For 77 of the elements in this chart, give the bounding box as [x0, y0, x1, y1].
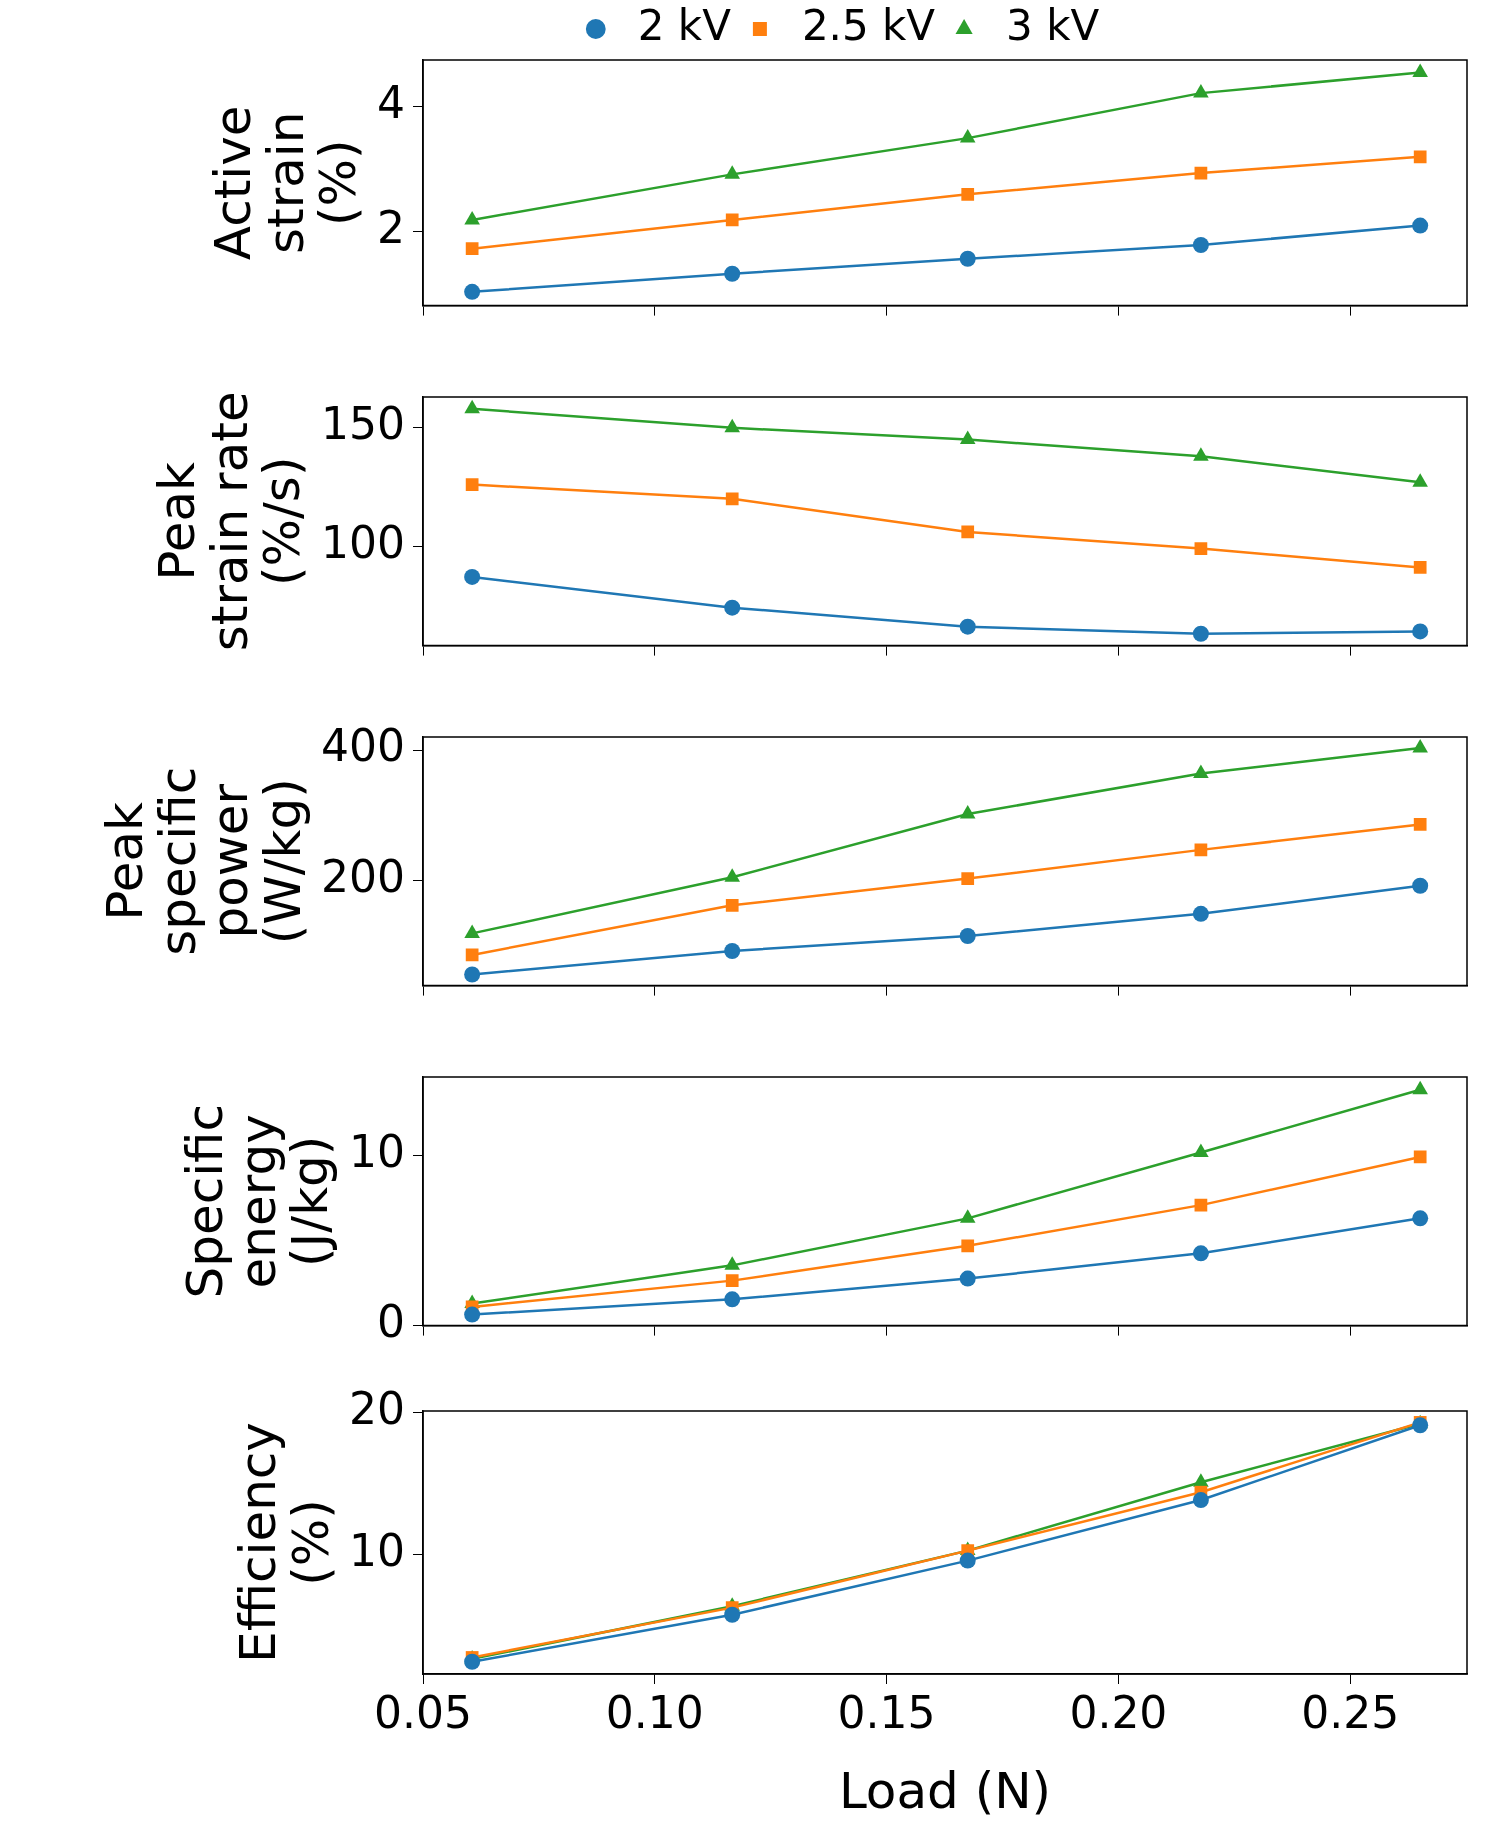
legend-label: 2 kV: [637, 0, 732, 50]
point: [959, 1270, 976, 1287]
point: [724, 418, 741, 433]
point: [465, 478, 479, 491]
point: [1412, 63, 1428, 77]
point: [725, 898, 739, 912]
point: [961, 872, 975, 885]
point: [961, 1239, 975, 1253]
point: [1193, 84, 1209, 98]
point: [1412, 1210, 1429, 1227]
point: [465, 242, 479, 256]
point: [725, 492, 739, 506]
y-axis-title: Peak specific power (W/kg): [96, 766, 312, 956]
x-tick-label: 0.25: [1301, 1686, 1400, 1738]
x-axis-title: Load (N): [838, 1761, 1052, 1820]
point: [1412, 1080, 1428, 1095]
point: [464, 283, 481, 300]
point: [1412, 623, 1429, 640]
point: [961, 525, 975, 539]
point: [464, 568, 481, 585]
point: [1193, 764, 1209, 779]
point: [464, 399, 480, 414]
point: [1413, 818, 1427, 831]
point: [724, 599, 741, 616]
point: [724, 265, 741, 282]
x-tick-label: 0.05: [374, 1686, 472, 1738]
point: [1193, 447, 1209, 461]
y-tick-label: 2: [377, 202, 405, 254]
point: [465, 948, 479, 962]
point: [464, 1306, 481, 1323]
y-axis-title: Specific energy (J/kg): [176, 1104, 340, 1299]
point: [959, 129, 976, 143]
y-tick-label: 100: [321, 516, 405, 568]
y-tick-label: 10: [349, 1525, 405, 1577]
y-tick-label: 0: [377, 1296, 405, 1348]
y-axis-title: Active strain (%): [204, 105, 368, 261]
point: [724, 165, 741, 179]
point: [725, 213, 739, 227]
point: [724, 943, 741, 960]
legend-label: 3 kV: [1006, 0, 1100, 50]
point: [959, 250, 976, 267]
point: [1413, 150, 1427, 164]
point: [1192, 1245, 1209, 1262]
point: [961, 188, 975, 201]
point: [959, 1209, 976, 1223]
point: [959, 928, 976, 945]
point: [1192, 905, 1209, 922]
point: [1412, 739, 1428, 753]
y-axis-title: Peak strain rate (%/s): [148, 391, 312, 652]
point: [464, 210, 480, 225]
point: [725, 1274, 739, 1287]
point: [959, 618, 976, 635]
point: [959, 804, 976, 819]
point: [1194, 542, 1208, 555]
legend-label: 2.5 kV: [801, 0, 936, 50]
point: [1193, 1143, 1209, 1158]
point: [1412, 473, 1428, 487]
x-tick-label: 0.10: [605, 1686, 704, 1738]
point: [1192, 625, 1209, 642]
x-tick-label: 0.15: [837, 1686, 936, 1738]
x-tick-label: 0.20: [1069, 1686, 1168, 1738]
point: [724, 1291, 741, 1308]
y-tick-label: 150: [321, 398, 405, 450]
point: [1413, 561, 1427, 574]
point: [1412, 217, 1429, 234]
y-tick-label: 4: [377, 77, 405, 129]
point: [959, 430, 976, 445]
point: [724, 868, 741, 882]
point: [1412, 877, 1429, 894]
y-tick-label: 20: [349, 1382, 405, 1434]
y-tick-label: 10: [349, 1126, 405, 1178]
y-tick-label: 400: [321, 720, 405, 772]
point: [1413, 1150, 1427, 1164]
y-axis-title: Efficiency (%): [229, 1422, 340, 1663]
y-tick-label: 200: [321, 850, 405, 902]
point: [464, 966, 481, 983]
point: [1192, 236, 1209, 253]
